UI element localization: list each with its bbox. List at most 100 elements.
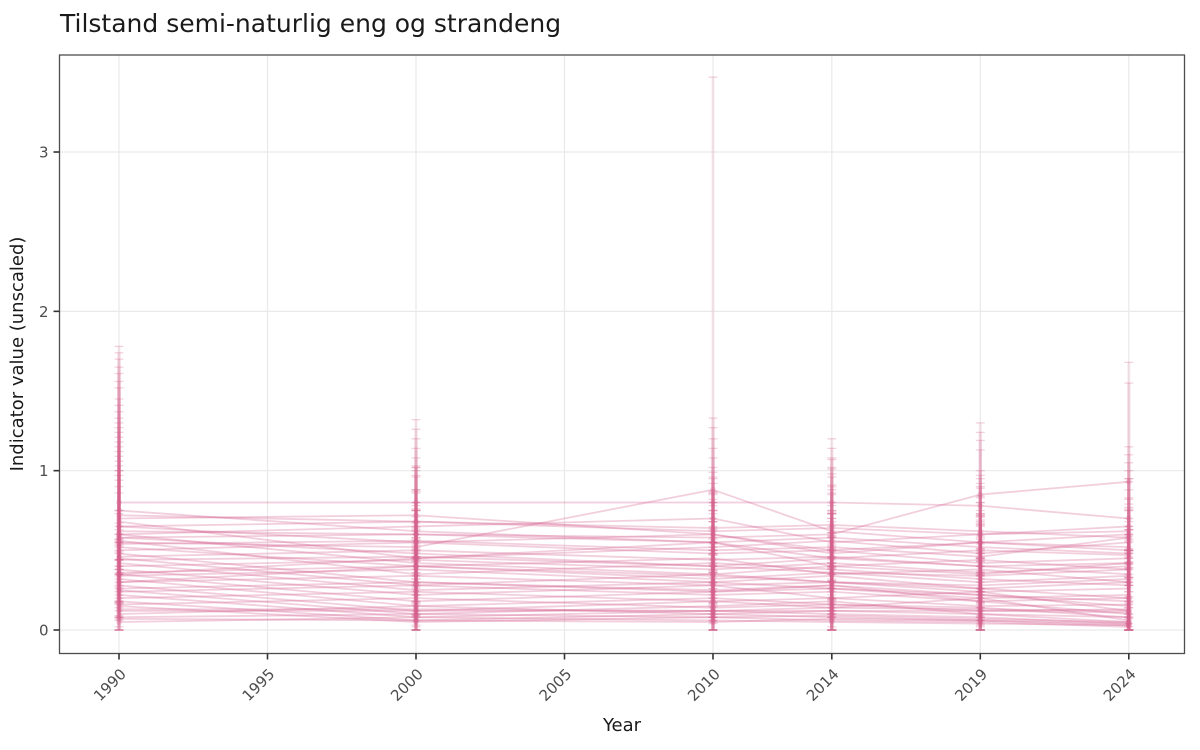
data-point xyxy=(828,534,835,541)
series-line xyxy=(118,594,1129,625)
data-point xyxy=(116,537,122,544)
data-point xyxy=(977,588,984,595)
data-point xyxy=(1125,566,1132,573)
data-point xyxy=(828,555,835,562)
y-tick-label: 3 xyxy=(39,144,49,162)
series-line xyxy=(118,541,1129,576)
x-axis-tick-labels: 1990 1995 2000 2005 2010 2014 2019 2024 xyxy=(90,665,1140,705)
data-point xyxy=(710,499,716,506)
data-point xyxy=(977,531,984,538)
data-point xyxy=(977,591,984,598)
series-line xyxy=(118,562,1129,607)
data-point xyxy=(710,547,716,554)
data-point xyxy=(116,555,122,562)
data-point xyxy=(116,607,122,614)
data-point xyxy=(1125,607,1132,614)
data-point xyxy=(977,539,984,546)
data-point xyxy=(1125,552,1132,559)
data-point xyxy=(977,491,984,498)
x-tick-label: 2019 xyxy=(951,665,991,705)
data-point xyxy=(116,563,122,570)
data-point xyxy=(828,595,835,602)
data-point xyxy=(1125,619,1132,626)
data-point xyxy=(710,539,716,546)
data-point xyxy=(710,539,716,546)
data-point xyxy=(828,560,835,567)
data-point xyxy=(710,539,716,546)
data-point xyxy=(710,617,716,624)
data-point xyxy=(977,598,984,605)
series-line xyxy=(118,574,1129,593)
data-point xyxy=(977,556,984,563)
data-point xyxy=(413,579,419,586)
data-point xyxy=(1125,576,1132,583)
data-point xyxy=(977,606,984,613)
data-point xyxy=(116,601,122,608)
series-line xyxy=(118,584,1129,603)
data-point xyxy=(977,553,984,560)
data-point xyxy=(828,550,835,557)
series-line xyxy=(118,520,1129,560)
series-line xyxy=(118,514,1129,539)
data-point xyxy=(1125,585,1132,592)
data-point xyxy=(413,547,419,554)
data-point xyxy=(710,486,716,493)
data-point xyxy=(413,537,419,544)
data-point xyxy=(413,579,419,586)
data-point xyxy=(1125,614,1132,621)
data-point xyxy=(116,569,122,576)
data-point xyxy=(413,607,419,614)
data-point xyxy=(116,539,122,546)
data-point xyxy=(1125,607,1132,614)
data-point xyxy=(116,571,122,578)
data-point xyxy=(116,571,122,578)
data-point xyxy=(710,515,716,522)
data-point xyxy=(828,569,835,576)
series-line xyxy=(118,536,1129,558)
data-point xyxy=(828,598,835,605)
data-point xyxy=(413,611,419,618)
data-point xyxy=(710,528,716,535)
data-point xyxy=(116,603,122,610)
data-point xyxy=(977,560,984,567)
data-point xyxy=(116,515,122,522)
data-point xyxy=(413,553,419,560)
data-point xyxy=(413,607,419,614)
data-point xyxy=(1125,622,1132,629)
data-point xyxy=(413,531,419,538)
data-point xyxy=(828,528,835,535)
series-line xyxy=(118,517,1129,544)
data-point xyxy=(413,563,419,570)
data-point xyxy=(710,588,716,595)
series-line xyxy=(118,539,1129,587)
data-point xyxy=(828,547,835,554)
data-point xyxy=(413,619,419,626)
series-line xyxy=(118,589,1129,623)
y-gridlines xyxy=(59,151,1185,631)
series-line xyxy=(118,488,1129,552)
series-line xyxy=(118,558,1129,574)
data-point xyxy=(828,531,835,538)
data-point xyxy=(1125,614,1132,621)
series-line xyxy=(118,568,1129,612)
data-point xyxy=(977,591,984,598)
data-point xyxy=(710,563,716,570)
data-point xyxy=(1125,591,1132,598)
panel-background xyxy=(59,55,1185,654)
data-point xyxy=(710,588,716,595)
data-point xyxy=(1125,539,1132,546)
data-point xyxy=(977,539,984,546)
series-line xyxy=(118,617,1129,625)
data-point xyxy=(828,566,835,573)
data-point xyxy=(116,579,122,586)
data-point xyxy=(413,588,419,595)
data-point xyxy=(1125,623,1132,630)
series-line xyxy=(118,573,1129,615)
data-point xyxy=(116,523,122,530)
data-point xyxy=(828,563,835,570)
series-line xyxy=(118,541,1129,564)
data-point xyxy=(116,606,122,613)
series-line xyxy=(118,616,1129,627)
series-line xyxy=(118,546,1129,584)
data-point xyxy=(828,617,835,624)
